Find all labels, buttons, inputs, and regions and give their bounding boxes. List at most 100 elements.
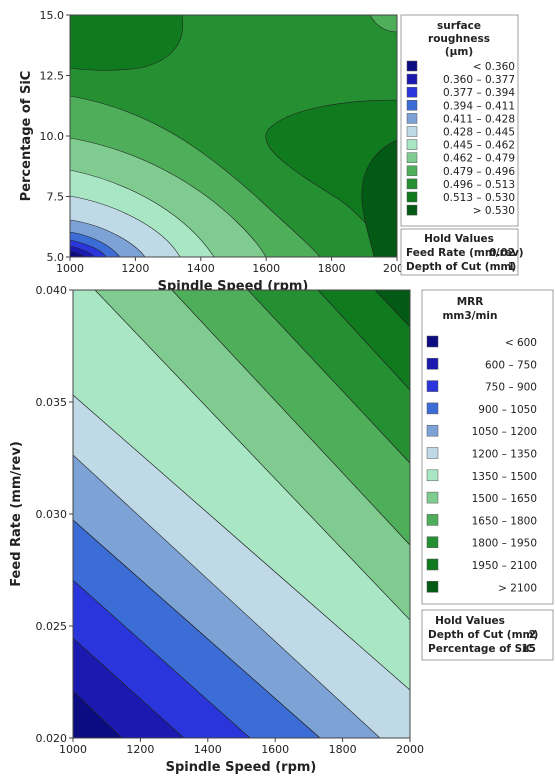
legend-label: 1800 – 1950 — [472, 538, 537, 550]
x-tick-label: 2000 — [396, 743, 424, 756]
legend-label: 0.394 – 0.411 — [443, 100, 515, 112]
legend-swatch — [406, 126, 418, 137]
legend-label: > 2100 — [498, 582, 537, 594]
legend-swatch — [406, 100, 418, 111]
region-1200-1350 — [73, 394, 410, 738]
legend-swatch — [426, 447, 439, 459]
region-0.513-0.530-top — [70, 15, 184, 71]
y-tick-label: 0.035 — [36, 396, 68, 409]
legend-swatch — [426, 536, 439, 548]
legend-box-mrr — [421, 289, 554, 605]
legend-entries-mrr: < 600 600 – 750 750 – 900 900 – 1050 1050 – … — [426, 335, 537, 594]
legend-swatch — [406, 113, 418, 124]
legend-title-mrr-line-2: mm3/min — [442, 310, 497, 322]
legend-swatch — [426, 335, 439, 348]
legend-swatch — [426, 491, 439, 504]
y-tick-label: 0.020 — [36, 732, 68, 745]
x-tick-label: 1200 — [126, 743, 154, 756]
y-axis-label-roughness: Percentage of SiC — [19, 71, 34, 202]
hold-values-title-roughness: Hold Values — [424, 233, 494, 245]
x-tick-label: 1800 — [318, 262, 346, 275]
y-tick-label: 7.5 — [47, 191, 65, 204]
legend-box-roughness — [400, 14, 519, 227]
legend-label: 1050 – 1200 — [472, 426, 537, 438]
plot-area-mrr — [73, 290, 410, 738]
region-1800-1950 — [247, 290, 410, 464]
x-tick-label: 1000 — [56, 262, 84, 275]
x-axis-label-mrr: Spindle Speed (rpm) — [166, 760, 317, 775]
legend-swatch — [406, 139, 418, 150]
hold-row-2-name-roughness: Depth of Cut (mm) — [406, 261, 516, 273]
legend-title-line-2: roughness — [428, 33, 490, 45]
legend-label: 600 – 750 — [485, 359, 537, 371]
hold-row-1-name-roughness: Feed Rate (mm/rev) — [406, 247, 524, 259]
legend-label: > 0.530 — [473, 205, 515, 217]
y-tick-label: 0.025 — [36, 620, 68, 633]
region-0.479-0.496-corner — [369, 15, 397, 33]
contour-line-1200 — [73, 519, 321, 738]
y-tick-label: 0.030 — [36, 508, 68, 521]
legend-swatch — [426, 424, 439, 437]
hold-row-1-name-mrr: Depth of Cut (mm) — [428, 629, 538, 641]
x-tick-label: 1400 — [194, 743, 222, 756]
legend-swatch — [426, 581, 439, 593]
hold-row-2-name-mrr: Percentage of SiC — [428, 643, 534, 655]
legend-swatch — [426, 358, 439, 370]
region-1500-1650 — [94, 290, 410, 621]
legend-title-line-3: (µm) — [445, 46, 473, 58]
legend-title-line-1: surface — [437, 20, 481, 32]
legend-label: 750 – 900 — [485, 382, 537, 394]
region-gt-2100 — [374, 290, 410, 328]
legend-label: 0.377 – 0.394 — [443, 87, 515, 99]
legend-label: 0.445 – 0.462 — [443, 140, 515, 152]
hold-row-2-value-roughness: 1 — [508, 261, 515, 273]
legend-label: 1500 – 1650 — [472, 493, 537, 505]
legend-label: 0.411 – 0.428 — [443, 113, 515, 125]
legend-label: 1200 – 1350 — [472, 449, 537, 461]
y-tick-label: 10.0 — [40, 130, 65, 143]
legend-label: 0.496 – 0.513 — [443, 179, 515, 191]
chart-mrr: 1000 1200 1400 1600 1800 2000 0.020 0.025 0.030 0… — [9, 284, 554, 775]
x-tick-label: 1200 — [121, 262, 149, 275]
hold-values-box-roughness — [400, 228, 519, 276]
hold-values-box-mrr — [421, 609, 554, 661]
legend-swatch — [426, 380, 439, 392]
legend-label: < 0.360 — [473, 61, 515, 73]
x-tick-label: 1400 — [187, 262, 215, 275]
x-tick-label: 1000 — [59, 743, 87, 756]
y-tick-label: 12.5 — [40, 70, 65, 83]
y-tick-label: 5.0 — [47, 251, 65, 264]
region-1950-2100 — [317, 290, 410, 391]
legend-swatch — [426, 469, 439, 482]
legend-swatch — [406, 165, 418, 177]
legend-title-mrr-line-1: MRR — [457, 296, 484, 308]
legend-label: 0.513 – 0.530 — [443, 192, 515, 204]
y-tick-label: 15.0 — [40, 9, 65, 22]
x-tick-label: 1600 — [252, 262, 280, 275]
y-tick-label: 0.040 — [36, 284, 68, 297]
legend-swatch — [426, 514, 439, 526]
legend-label: 0.428 – 0.445 — [443, 127, 515, 139]
hold-values-title-mrr: Hold Values — [435, 615, 505, 627]
legend-label: 1950 – 2100 — [472, 560, 537, 572]
region-1650-1800 — [171, 290, 410, 546]
region-gt-0.530 — [361, 139, 397, 257]
legend-label: 0.360 – 0.377 — [443, 74, 515, 86]
plot-area-roughness — [70, 15, 397, 257]
legend-label: 0.479 – 0.496 — [443, 166, 515, 178]
legend-swatch — [406, 178, 418, 190]
hold-row-1-value-roughness: 0.02 — [489, 247, 515, 259]
chart-surface-roughness: 1000 1200 1400 1600 1800 20005.07.510.012.515… — [19, 9, 524, 294]
legend-swatch — [426, 402, 439, 415]
legend-label: 1650 – 1800 — [472, 515, 537, 527]
axis-ticks-mrr: 1000 1200 1400 1600 1800 2000 0.020 0.025 0.030 0… — [36, 284, 425, 756]
legend-label: 1350 – 1500 — [472, 471, 537, 483]
x-tick-label: 1800 — [329, 743, 357, 756]
legend-swatch — [406, 204, 418, 216]
legend-swatch — [406, 86, 418, 98]
legend-swatch — [406, 191, 418, 203]
hold-row-1-value-mrr: 2 — [529, 629, 536, 641]
legend-label: < 600 — [505, 337, 537, 349]
